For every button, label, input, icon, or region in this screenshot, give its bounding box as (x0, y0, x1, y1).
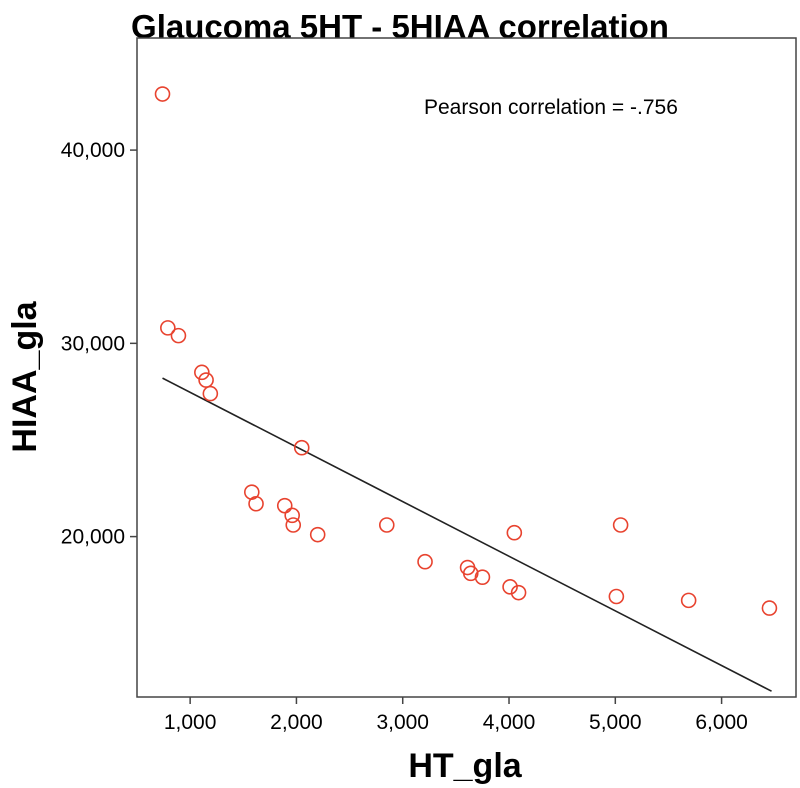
data-point (170, 327, 187, 344)
data-points (154, 86, 778, 616)
data-point (761, 600, 778, 616)
x-tick-label: 3,000 (376, 711, 429, 734)
plot-frame (136, 37, 797, 698)
data-point (417, 553, 433, 570)
x-tick-label: 1,000 (164, 711, 217, 734)
fit-line-group (162, 377, 772, 692)
data-point (502, 579, 518, 595)
data-point (309, 526, 326, 543)
data-point (680, 592, 697, 609)
x-tick-label: 2,000 (270, 711, 323, 734)
x-tick-label: 4,000 (483, 711, 536, 734)
data-point (612, 517, 629, 533)
y-tick-label: 30,000 (61, 332, 125, 355)
data-point (510, 584, 527, 601)
data-point (506, 524, 523, 541)
y-axis-title: HIAA_gla (6, 300, 44, 452)
data-point (276, 497, 293, 514)
x-axis-title: HT_gla (408, 747, 522, 785)
x-tick-label: 5,000 (589, 711, 642, 734)
data-point (154, 86, 171, 102)
data-point (160, 320, 176, 336)
chart-title: Glaucoma 5HT - 5HIAA correlation (131, 8, 669, 45)
data-point (284, 507, 300, 524)
x-tick-label: 6,000 (695, 711, 748, 734)
data-point (202, 385, 219, 402)
y-tick-label: 40,000 (61, 139, 125, 162)
data-point (474, 569, 491, 585)
y-tick-label: 20,000 (61, 526, 125, 549)
regression-line (162, 377, 772, 692)
data-point (285, 517, 302, 533)
data-point (378, 517, 395, 533)
data-point (248, 495, 264, 512)
data-point (462, 565, 479, 582)
y-axis: 20,000 30,000 40,000 (61, 139, 137, 549)
data-point (293, 439, 310, 456)
data-point (608, 588, 625, 605)
pearson-annotation: Pearson correlation = -.756 (424, 96, 678, 119)
x-axis: 1,000 2,000 3,000 4,000 5,000 6,000 (164, 697, 748, 734)
data-point (194, 364, 210, 381)
